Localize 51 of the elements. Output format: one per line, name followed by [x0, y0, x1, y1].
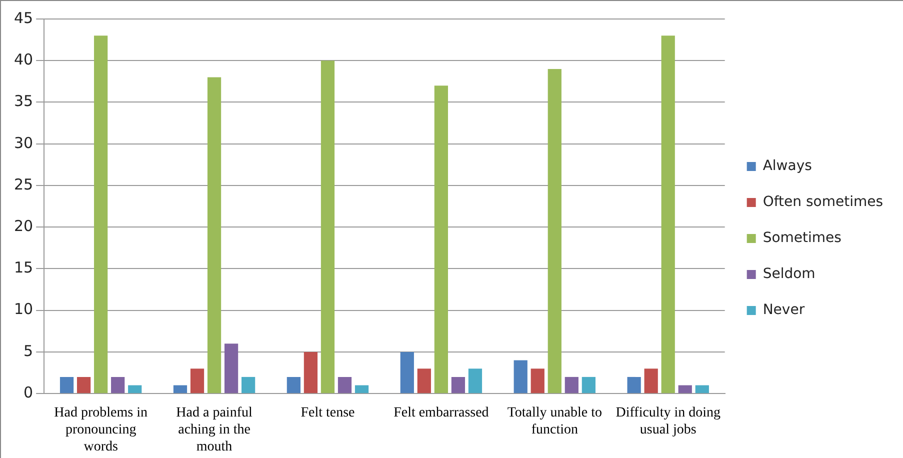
- y-tick-label: 20: [14, 217, 34, 235]
- bar: [564, 376, 578, 394]
- y-tick-label: 30: [14, 134, 34, 152]
- bar: [627, 376, 641, 394]
- bar: [128, 385, 142, 394]
- bar: [451, 376, 466, 394]
- y-tick-label: 5: [24, 342, 34, 360]
- bar: [354, 385, 369, 394]
- bar: [304, 352, 318, 394]
- legend-label: Seldom: [762, 266, 816, 282]
- bar: [94, 36, 108, 394]
- y-tick-label: 45: [14, 8, 34, 27]
- bar: [548, 68, 562, 394]
- y-tick-label: 10: [14, 300, 34, 318]
- x-tick-label: Felt tense: [300, 406, 355, 421]
- bar: [242, 376, 256, 394]
- bar: [76, 376, 91, 394]
- bar: [644, 368, 658, 394]
- bar: [514, 360, 528, 394]
- y-tick-label: 40: [14, 50, 34, 69]
- bar: [695, 385, 709, 394]
- bar: [468, 368, 482, 394]
- bar: [320, 60, 335, 394]
- bar: [530, 368, 544, 394]
- x-tick-label: Had problems in pronouncing words: [54, 406, 148, 454]
- x-tick-label: Had a painful aching in the mouth: [176, 406, 252, 454]
- bar: [190, 368, 204, 394]
- bar: [661, 36, 675, 394]
- legend-label: Never: [762, 302, 805, 318]
- x-tick-label: Totally unable to function: [507, 406, 602, 438]
- bar: [582, 376, 596, 394]
- x-tick-label: Felt embarrassed: [394, 406, 489, 421]
- x-tick-label: Difficulty in doing usual jobs: [616, 406, 720, 438]
- bar: [286, 376, 301, 394]
- y-tick-label: 25: [14, 175, 34, 194]
- bar: [434, 86, 448, 394]
- y-tick-label: 0: [24, 383, 34, 402]
- legend-label: Sometimes: [762, 230, 842, 246]
- bar: [678, 385, 692, 394]
- bar: [111, 376, 125, 394]
- bar: [400, 352, 414, 394]
- bar: [207, 77, 222, 394]
- legend-label: Often sometimes: [762, 194, 884, 210]
- bar: [417, 368, 431, 394]
- bar: [173, 385, 188, 394]
- bar: [338, 376, 352, 394]
- y-tick-label: 35: [14, 92, 34, 110]
- bar: [224, 344, 238, 394]
- bar: [60, 376, 74, 394]
- y-tick-label: 15: [14, 258, 34, 277]
- legend-label: Always: [762, 158, 812, 174]
